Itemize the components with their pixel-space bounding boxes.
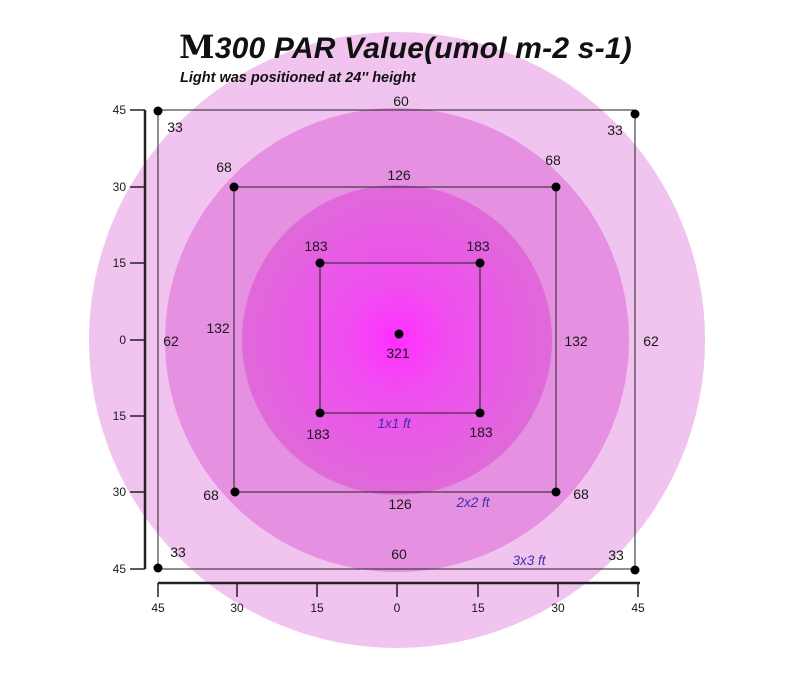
zone-2x2-label: 2x2 ft — [455, 495, 490, 510]
zone-1x1-corner-tl: 183 — [304, 238, 328, 254]
x-tick-label: 45 — [631, 601, 645, 615]
page-title-text: 300 PAR Value(umol m-2 s-1) — [214, 32, 632, 65]
page-subtitle: Light was positioned at 24'' height — [180, 70, 416, 86]
x-tick-label: 0 — [394, 601, 401, 615]
zone-2x2-square — [233, 186, 557, 493]
zone-3x3-corner-tl: 33 — [167, 119, 183, 135]
brand-logo-letter: M — [179, 28, 215, 66]
y-tick-label: 30 — [113, 485, 127, 499]
zone-2x2-edge-bottom: 126 — [388, 496, 412, 512]
x-axis: 45 30 15 0 15 30 45 — [151, 581, 645, 615]
center-dot — [394, 329, 404, 339]
y-tick-label: 0 — [119, 333, 126, 347]
zone-1x1-corner-tr: 183 — [466, 238, 490, 254]
zone-3x3-square — [157, 109, 636, 570]
x-tick-label: 45 — [151, 601, 165, 615]
zone-1x1-corner-br: 183 — [469, 424, 493, 440]
zone-3x3-edge-top: 60 — [393, 93, 409, 109]
zone-2x2-edge-left: 132 — [206, 320, 230, 336]
zone-2x2-corner-bl: 68 — [203, 487, 219, 503]
page-title: M300 PAR Value(umol m-2 s-1) — [179, 28, 632, 66]
zone-3x3-edge-left: 62 — [163, 333, 179, 349]
zone-3x3-corner-tr: 33 — [607, 122, 623, 138]
measurement-dot — [630, 109, 640, 119]
zone-1x1-square — [319, 262, 481, 414]
zone-3x3-label: 3x3 ft — [512, 553, 546, 568]
center-value: 321 — [386, 345, 410, 361]
measurement-dot — [551, 182, 561, 192]
x-tick-label: 15 — [310, 601, 324, 615]
measurement-dot — [475, 258, 485, 268]
measurement-dot — [630, 565, 640, 575]
measurement-dot — [315, 408, 325, 418]
zone-3x3-edge-right: 62 — [643, 333, 659, 349]
y-axis: 45 30 15 0 15 30 45 — [113, 103, 147, 576]
x-tick-label: 15 — [471, 601, 485, 615]
zone-2x2-corner-tl: 68 — [216, 159, 232, 175]
y-tick-label: 30 — [113, 180, 127, 194]
measurement-dot — [153, 563, 163, 573]
zone-3x3-corner-bl: 33 — [170, 544, 186, 560]
y-tick-label: 45 — [113, 562, 127, 576]
zone-2x2-corner-tr: 68 — [545, 152, 561, 168]
x-tick-label: 30 — [551, 601, 565, 615]
zone-1x1-label: 1x1 ft — [377, 416, 411, 431]
zone-2x2-edge-right: 132 — [564, 333, 588, 349]
zone-2x2-edge-top: 126 — [387, 167, 411, 183]
measurement-dot — [153, 106, 163, 116]
x-tick-label: 30 — [230, 601, 244, 615]
y-tick-label: 15 — [113, 409, 127, 423]
zone-1x1-corner-bl: 183 — [306, 426, 330, 442]
measurement-dot — [229, 182, 239, 192]
measurement-dot — [315, 258, 325, 268]
measurement-dot — [230, 487, 240, 497]
y-tick-label: 15 — [113, 256, 127, 270]
page-title-wrap: M300 PAR Value(umol m-2 s-1) — [0, 28, 811, 66]
zone-3x3-edge-bottom: 60 — [391, 546, 407, 562]
measurement-dot — [475, 408, 485, 418]
measurement-dot — [551, 487, 561, 497]
measurement-points — [153, 106, 640, 575]
y-tick-label: 45 — [113, 103, 127, 117]
zone-3x3-corner-br: 33 — [608, 547, 624, 563]
zone-2x2-corner-br: 68 — [573, 486, 589, 502]
inner-ring — [242, 185, 552, 495]
